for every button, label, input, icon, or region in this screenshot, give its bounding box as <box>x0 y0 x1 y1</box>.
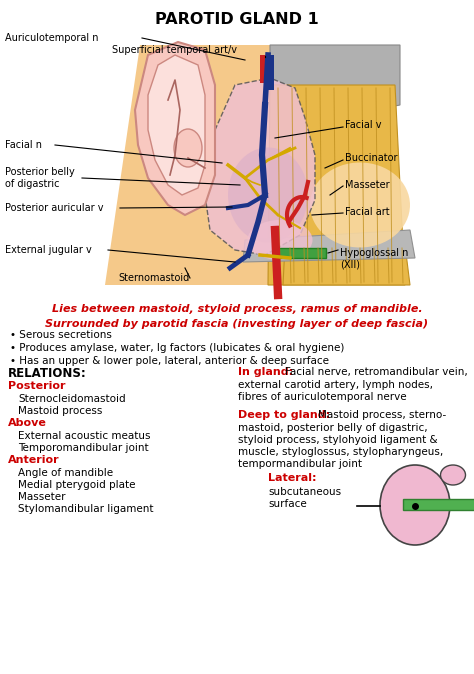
Polygon shape <box>205 78 315 255</box>
Ellipse shape <box>310 162 410 247</box>
Text: Anterior: Anterior <box>8 455 60 465</box>
Text: muscle, styloglossus, stylopharyngeus,: muscle, styloglossus, stylopharyngeus, <box>238 447 443 457</box>
Polygon shape <box>135 42 215 215</box>
Text: Buccinator: Buccinator <box>345 153 398 163</box>
Text: Temporomandibular joint: Temporomandibular joint <box>18 443 149 453</box>
Text: Posterior: Posterior <box>8 381 65 391</box>
Bar <box>268 55 274 90</box>
Polygon shape <box>105 45 290 285</box>
Ellipse shape <box>440 465 465 485</box>
Text: styloid process, stylohyoid ligament &: styloid process, stylohyoid ligament & <box>238 435 438 445</box>
Text: tempormandibular joint: tempormandibular joint <box>238 459 362 469</box>
Text: Surrounded by parotid fascia (investing layer of deep fascia): Surrounded by parotid fascia (investing … <box>46 319 428 329</box>
Text: fibres of auriculotemporal nerve: fibres of auriculotemporal nerve <box>238 392 407 402</box>
Text: Superficial temporal art/v: Superficial temporal art/v <box>112 45 237 55</box>
Text: Facial n: Facial n <box>5 140 42 150</box>
Text: Above: Above <box>8 418 47 428</box>
Text: • Serous secretions: • Serous secretions <box>10 330 112 340</box>
Text: • Has an upper & lower pole, lateral, anterior & deep surface: • Has an upper & lower pole, lateral, an… <box>10 356 329 366</box>
Text: Sternomastoid: Sternomastoid <box>118 273 189 283</box>
Polygon shape <box>270 45 400 130</box>
Ellipse shape <box>380 465 450 545</box>
Text: Posterior auricular v: Posterior auricular v <box>5 203 103 213</box>
Text: Masseter: Masseter <box>18 492 65 502</box>
Text: RELATIONS:: RELATIONS: <box>8 367 87 380</box>
Text: subcutaneous
surface: subcutaneous surface <box>268 487 341 509</box>
Polygon shape <box>148 55 205 195</box>
Bar <box>403 499 474 510</box>
Text: external carotid artery, lymph nodes,: external carotid artery, lymph nodes, <box>238 380 433 390</box>
Polygon shape <box>283 245 410 285</box>
Text: Facial nerve, retromandibular vein,: Facial nerve, retromandibular vein, <box>285 367 468 377</box>
Text: Mastoid process, sterno-: Mastoid process, sterno- <box>318 410 446 420</box>
Bar <box>260 55 267 83</box>
Text: Masseter: Masseter <box>345 180 390 190</box>
Text: Facial v: Facial v <box>345 120 382 130</box>
Ellipse shape <box>174 129 202 167</box>
Text: • Produces amylase, water, Ig factors (lubicates & oral hygiene): • Produces amylase, water, Ig factors (l… <box>10 343 345 353</box>
Text: Stylomandibular ligament: Stylomandibular ligament <box>18 504 154 514</box>
Text: Medial pterygoid plate: Medial pterygoid plate <box>18 480 136 490</box>
Text: Sternocleidomastoid: Sternocleidomastoid <box>18 394 126 404</box>
Text: In gland:: In gland: <box>238 367 293 377</box>
Text: Angle of mandible: Angle of mandible <box>18 468 113 478</box>
Text: Lateral:: Lateral: <box>268 473 317 483</box>
Bar <box>278 248 326 258</box>
Text: Auriculotemporal n: Auriculotemporal n <box>5 33 99 43</box>
Text: Deep to gland:: Deep to gland: <box>238 410 330 420</box>
Ellipse shape <box>228 148 308 243</box>
Text: External jugular v: External jugular v <box>5 245 92 255</box>
Text: Posterior belly
of digastric: Posterior belly of digastric <box>5 166 75 189</box>
Text: Lies between mastoid, styloid process, ramus of mandible.: Lies between mastoid, styloid process, r… <box>52 304 422 314</box>
Text: Facial art: Facial art <box>345 207 390 217</box>
Ellipse shape <box>247 220 312 260</box>
Text: External acoustic meatus: External acoustic meatus <box>18 431 151 441</box>
Text: Mastoid process: Mastoid process <box>18 406 102 416</box>
Polygon shape <box>268 85 405 285</box>
Text: PAROTID GLAND 1: PAROTID GLAND 1 <box>155 12 319 27</box>
Polygon shape <box>243 230 415 262</box>
Text: mastoid, posterior belly of digastric,: mastoid, posterior belly of digastric, <box>238 423 428 433</box>
Text: Hypoglossal n
(XII): Hypoglossal n (XII) <box>340 248 409 270</box>
